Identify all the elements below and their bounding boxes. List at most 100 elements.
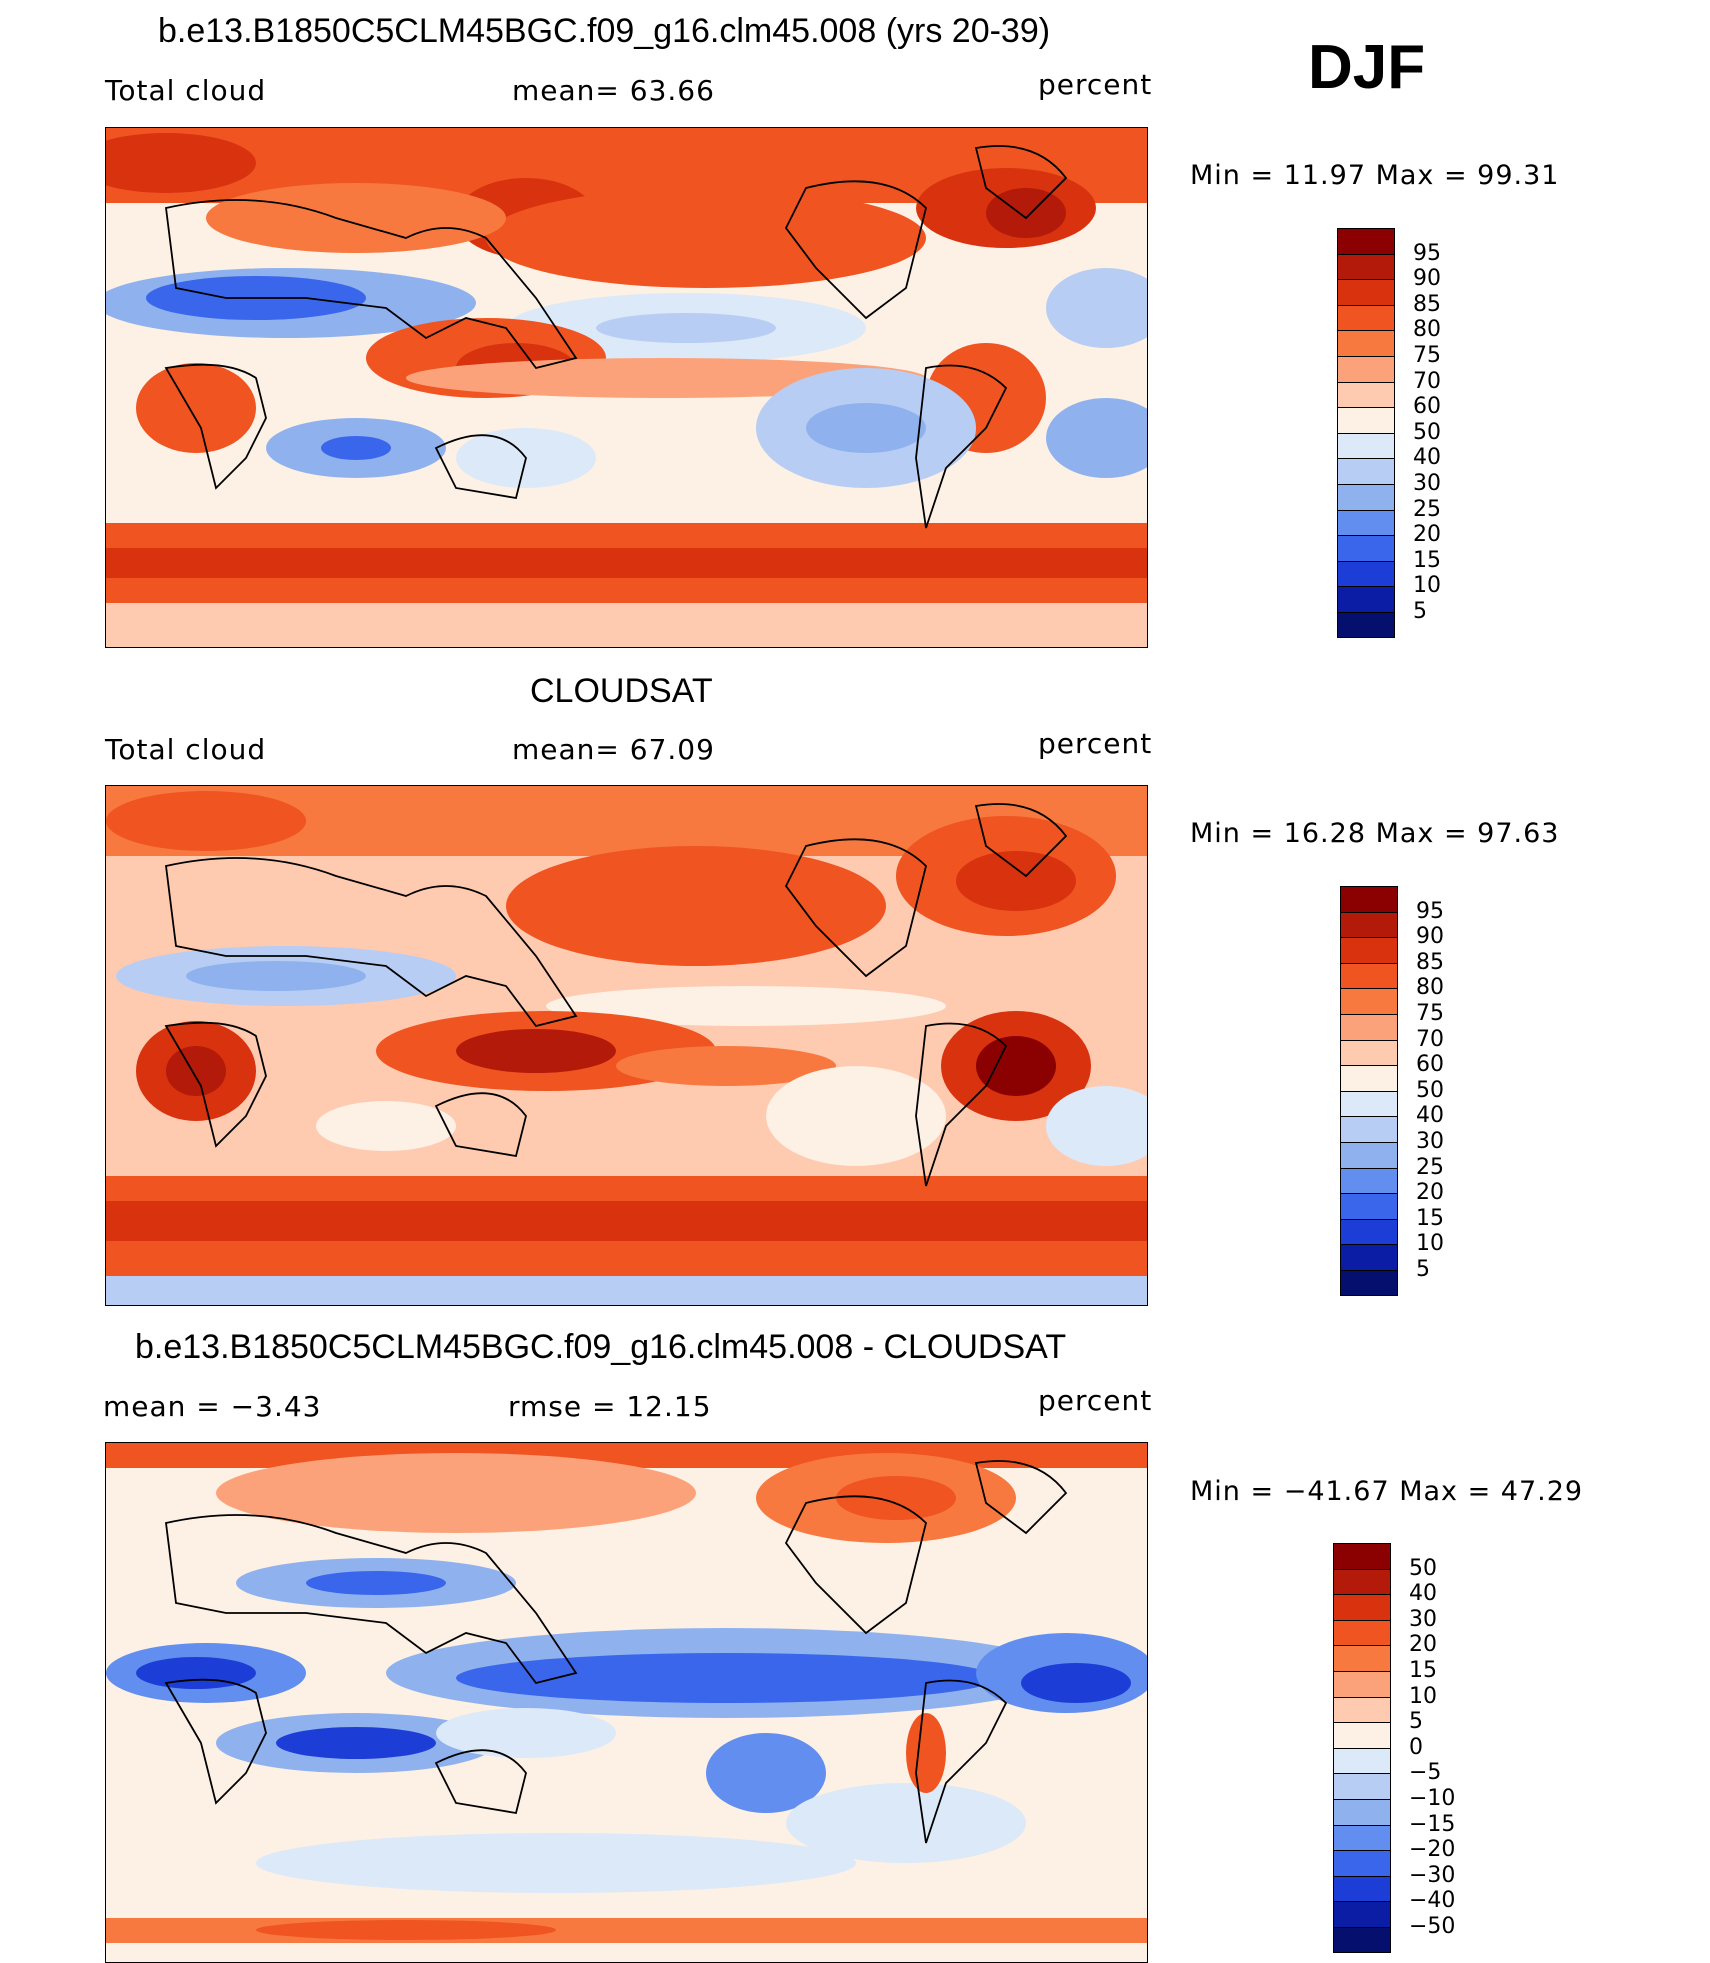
colorbar-tick-label: 10	[1416, 1231, 1444, 1257]
colorbar-tick-label: 80	[1413, 317, 1441, 343]
colorbar-tick-label: 40	[1413, 445, 1441, 471]
colorbar-swatch	[1340, 1142, 1398, 1168]
variable-label: Total cloud	[105, 74, 267, 107]
colorbar-swatch	[1333, 1773, 1391, 1799]
colorbar-swatch	[1340, 1244, 1398, 1270]
colorbar-swatch	[1340, 1090, 1398, 1117]
colorbar-frame	[1337, 228, 1395, 638]
colorbar-swatch	[1340, 962, 1398, 989]
colorbar-swatch	[1340, 1218, 1398, 1245]
colorbar-swatch	[1337, 356, 1395, 382]
colorbar-swatch	[1337, 458, 1395, 484]
colorbar-tick-label: 85	[1416, 949, 1444, 975]
colorbar-swatch	[1337, 432, 1395, 459]
colorbar-tick-label: 60	[1416, 1052, 1444, 1078]
colorbar-tick-label: 90	[1413, 266, 1441, 292]
colorbar-tick-label: −10	[1409, 1786, 1456, 1811]
colorbar-tick-label: 5	[1416, 1257, 1430, 1282]
colorbar-swatch	[1337, 560, 1395, 587]
colorbar-tick-label: 25	[1413, 496, 1441, 522]
colorbar-frame	[1333, 1543, 1391, 1953]
colorbar-tick-label: −40	[1409, 1888, 1456, 1914]
colorbar-frame	[1340, 886, 1398, 1296]
colorbar-tick-label: 30	[1413, 471, 1441, 496]
colorbar-swatch	[1340, 1065, 1398, 1091]
colorbar-swatch	[1333, 1901, 1391, 1927]
colorbar-tick-label: 15	[1409, 1658, 1437, 1683]
colorbar-tick-label: 20	[1413, 522, 1441, 548]
colorbar-swatch	[1340, 911, 1398, 938]
colorbar-tick-label: 15	[1413, 547, 1441, 573]
colorbar-tick-label: 50	[1413, 419, 1441, 445]
colorbar-swatch	[1340, 1167, 1398, 1194]
colorbar-tick-label: 95	[1413, 240, 1441, 266]
map-difference	[105, 1442, 1148, 1963]
season-label: DJF	[1308, 33, 1426, 102]
colorbar-tick-label: 40	[1409, 1581, 1437, 1607]
colorbar-swatch	[1333, 1671, 1391, 1697]
colorbar-swatch	[1337, 586, 1395, 612]
panel-title: CLOUDSAT	[530, 672, 713, 710]
map-canvas	[106, 128, 1147, 647]
colorbar-tick-label: 50	[1409, 1555, 1437, 1581]
colorbar-tick-label: 75	[1416, 1001, 1444, 1026]
minmax-label: Min = 16.28 Max = 97.63	[1190, 818, 1560, 849]
colorbar-swatch	[1340, 1270, 1398, 1296]
colorbar-swatch	[1337, 509, 1395, 536]
mean-label: mean = −3.43	[103, 1390, 322, 1423]
panel-title: b.e13.B1850C5CLM45BGC.f09_g16.clm45.008 …	[135, 1328, 1067, 1366]
map-observation	[105, 785, 1148, 1306]
colorbar-swatch	[1333, 1594, 1391, 1620]
colorbar-tick-label: 95	[1416, 898, 1444, 924]
colorbar-swatch	[1337, 612, 1395, 638]
colorbar-swatch	[1337, 253, 1395, 280]
minmax-label: Min = −41.67 Max = 47.29	[1190, 1476, 1584, 1507]
mean-label: mean= 63.66	[512, 74, 715, 107]
colorbar-tick-label: 30	[1409, 1606, 1437, 1632]
colorbar-swatch	[1333, 1799, 1391, 1825]
colorbar-swatch	[1333, 1722, 1391, 1748]
colorbar-swatch	[1333, 1747, 1391, 1774]
variable-label: Total cloud	[105, 733, 267, 766]
colorbar-tick-label: −20	[1409, 1837, 1456, 1863]
colorbar-swatch	[1340, 1014, 1398, 1040]
colorbar-tick-label: 40	[1416, 1103, 1444, 1129]
colorbar-swatch	[1337, 484, 1395, 510]
colorbar-tick-label: 10	[1409, 1683, 1437, 1709]
colorbar-tick-label: 85	[1413, 291, 1441, 317]
map-model	[105, 127, 1148, 648]
colorbar-swatch	[1337, 330, 1395, 356]
colorbar-swatch	[1333, 1927, 1391, 1953]
units-label: percent	[1038, 727, 1153, 760]
colorbar-tick-label: 5	[1409, 1709, 1423, 1735]
colorbar-swatch	[1333, 1824, 1391, 1851]
panel-title: b.e13.B1850C5CLM45BGC.f09_g16.clm45.008 …	[158, 12, 1051, 50]
colorbar-swatch	[1333, 1543, 1391, 1569]
units-label: percent	[1038, 68, 1153, 101]
colorbar-tick-label: 90	[1416, 924, 1444, 950]
map-canvas	[106, 786, 1147, 1305]
colorbar-swatch	[1340, 1039, 1398, 1066]
colorbar-swatch	[1337, 304, 1395, 331]
colorbar-tick-label: 80	[1416, 975, 1444, 1001]
colorbar-tick-label: −30	[1409, 1862, 1456, 1888]
colorbar-tick-label: 70	[1416, 1026, 1444, 1052]
colorbar-tick-label: 30	[1416, 1129, 1444, 1154]
colorbar-swatch	[1337, 279, 1395, 305]
rmse-label: rmse = 12.15	[508, 1390, 712, 1423]
colorbar-swatch	[1340, 937, 1398, 963]
colorbar-tick-label: 10	[1413, 573, 1441, 599]
colorbar-swatch	[1333, 1850, 1391, 1876]
colorbar-swatch	[1333, 1696, 1391, 1723]
units-label: percent	[1038, 1384, 1153, 1417]
colorbar-swatch	[1337, 381, 1395, 408]
colorbar-tick-label: 70	[1413, 368, 1441, 394]
colorbar-tick-label: 20	[1416, 1180, 1444, 1206]
colorbar-swatch	[1337, 228, 1395, 254]
colorbar-swatch	[1333, 1619, 1391, 1646]
colorbar-swatch	[1340, 1193, 1398, 1219]
colorbar-tick-label: −5	[1409, 1760, 1442, 1786]
colorbar-tick-label: 20	[1409, 1632, 1437, 1658]
colorbar-tick-label: −50	[1409, 1914, 1456, 1939]
colorbar-swatch	[1333, 1875, 1391, 1902]
